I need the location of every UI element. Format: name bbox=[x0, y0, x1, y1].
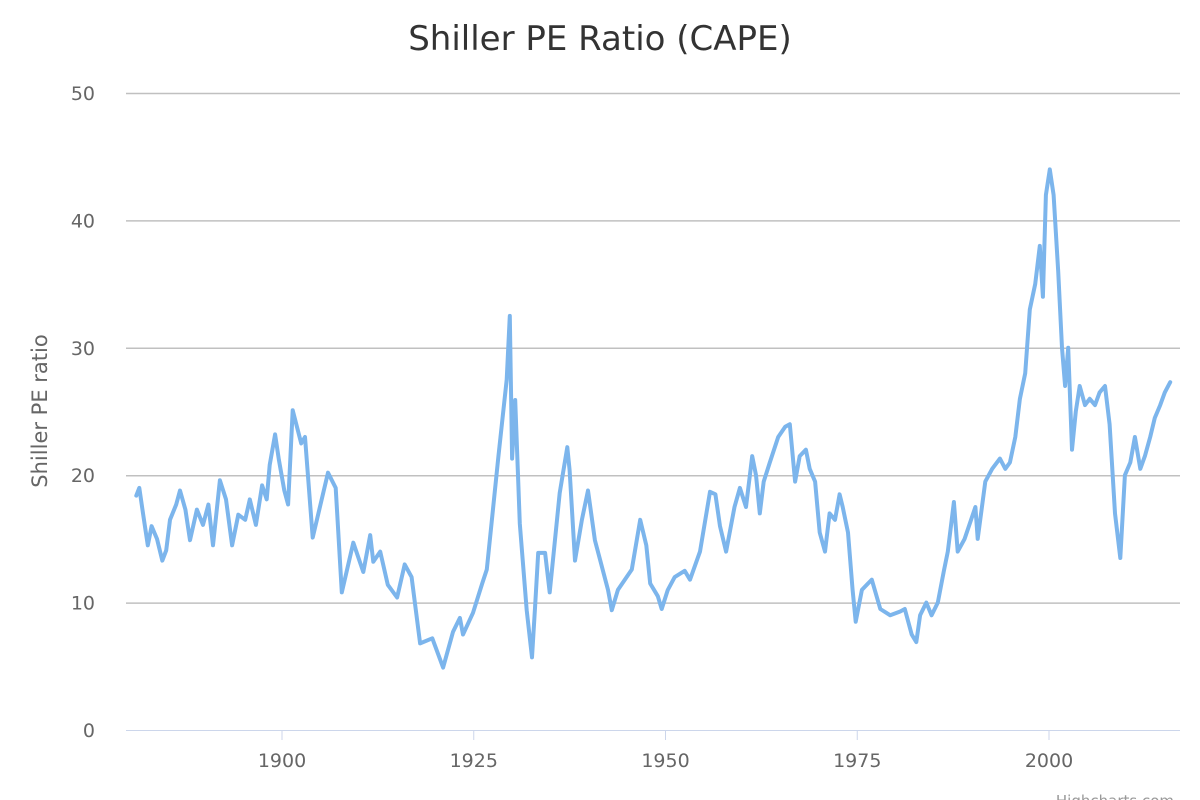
y-tick-label: 20 bbox=[71, 465, 95, 487]
credits-link[interactable]: Highcharts.com bbox=[1056, 792, 1174, 800]
y-tick-label: 50 bbox=[71, 83, 95, 105]
y-tick-label: 10 bbox=[71, 593, 95, 615]
x-tick-label: 1975 bbox=[833, 750, 881, 772]
x-axis-ticks: 1900 1925 1950 1975 2000 bbox=[258, 730, 1073, 772]
chart-title: Shiller PE Ratio (CAPE) bbox=[408, 19, 792, 59]
series-group bbox=[134, 167, 1173, 670]
y-tick-label: 40 bbox=[71, 210, 95, 232]
y-axis-ticks: 0 10 20 30 40 50 bbox=[71, 83, 95, 742]
y-tick-label: 0 bbox=[83, 720, 95, 742]
x-tick-label: 2000 bbox=[1025, 750, 1073, 772]
x-tick-label: 1900 bbox=[258, 750, 306, 772]
y-tick-label: 30 bbox=[71, 338, 95, 360]
x-tick-label: 1925 bbox=[450, 750, 498, 772]
x-tick-label: 1950 bbox=[641, 750, 689, 772]
grid-lines bbox=[126, 92, 1180, 604]
series-line[interactable] bbox=[134, 167, 1173, 670]
y-axis-label: Shiller PE ratio bbox=[28, 334, 52, 487]
